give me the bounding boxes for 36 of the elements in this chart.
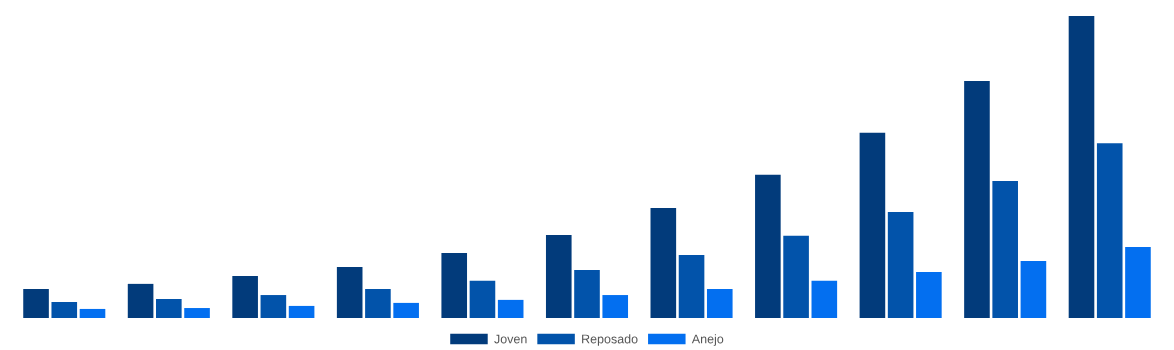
bar: [393, 302, 419, 318]
bar: [1125, 247, 1151, 318]
bar: [23, 289, 49, 318]
bar: [469, 280, 496, 318]
bar: [859, 132, 886, 318]
bar: [260, 295, 287, 318]
bar: [783, 235, 809, 318]
bar: [1096, 143, 1123, 318]
legend-label: Reposado: [582, 334, 638, 346]
bar: [184, 308, 210, 318]
bar: [964, 80, 990, 318]
bar: [232, 276, 258, 318]
bar: [51, 301, 78, 318]
bar: [1020, 260, 1047, 318]
bar: [992, 180, 1018, 318]
bar: [755, 174, 781, 318]
bar: [365, 289, 391, 318]
bar: [127, 283, 154, 318]
bar: [545, 234, 572, 318]
bar: [1068, 16, 1095, 318]
bar: [79, 308, 106, 318]
bar: [706, 289, 733, 318]
bar: [288, 305, 315, 318]
legend-label: Anejo: [691, 334, 724, 346]
bar: [441, 253, 468, 318]
bar: [602, 295, 629, 318]
bar: [811, 280, 838, 318]
legend-label: Joven: [494, 334, 527, 344]
bar: [574, 269, 600, 318]
bar: [650, 208, 677, 318]
bar: [336, 266, 363, 318]
bar: [497, 299, 524, 318]
bar: [156, 298, 182, 318]
bar: [916, 272, 942, 318]
bar: [678, 254, 705, 318]
bar: [887, 212, 914, 318]
